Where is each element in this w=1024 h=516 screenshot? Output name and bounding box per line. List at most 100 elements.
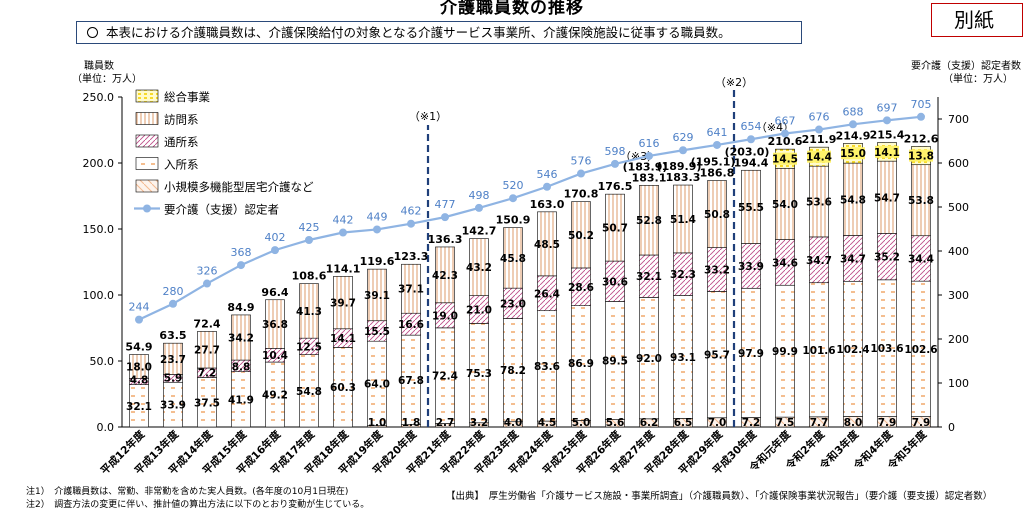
segment-label: 3.2: [470, 417, 489, 429]
total-label: 210.6: [768, 135, 803, 148]
line-point: [645, 151, 653, 160]
bar-segment: [707, 180, 727, 248]
line-point: [883, 116, 891, 125]
total-label: 114.1: [326, 262, 361, 275]
right-tick-label: 300: [948, 289, 969, 302]
bar-segment: [435, 246, 455, 304]
segment-label: 93.1: [670, 352, 696, 364]
line-point-label: 598: [605, 145, 626, 158]
alt-total-label: (189.9): [657, 160, 702, 173]
segment-label: 7.9: [912, 417, 931, 429]
legend-point: [143, 204, 151, 213]
total-label: 63.5: [159, 329, 186, 342]
segment-label: 28.6: [568, 282, 594, 294]
total-label: 123.3: [394, 250, 429, 263]
segment-label: 37.5: [194, 397, 220, 409]
divider-label: （※1）: [409, 110, 447, 123]
left-tick-label: 150.0: [83, 223, 115, 236]
total-label: 215.4: [870, 129, 905, 142]
segment-label: 5.9: [164, 372, 183, 384]
left-axis-label: 職員数 （単位：万人）: [72, 60, 142, 86]
left-axis-label-line1: 職員数: [84, 61, 114, 72]
total-label: 142.7: [462, 225, 497, 238]
segment-label: 8.8: [232, 362, 251, 374]
segment-label: 39.7: [330, 298, 356, 310]
line-point-label: 368: [231, 246, 252, 259]
segment-label: 36.8: [262, 319, 288, 331]
legend-label: 入所系: [164, 158, 199, 172]
segment-label: 32.1: [636, 271, 662, 283]
footnote-1: 注1） 介護職員数は、常勤、非常勤を含めた実人員数。(各年度の10月1日現在): [26, 487, 349, 497]
legend-swatch: [135, 157, 159, 170]
line-point: [475, 203, 483, 212]
legend-label: 通所系: [164, 135, 199, 149]
segment-label: 89.5: [602, 356, 628, 368]
line-point-label: 654: [741, 120, 762, 133]
care-certified-line: [138, 115, 922, 321]
segment-label: 92.0: [636, 353, 662, 365]
line-point-label: 676: [809, 111, 830, 124]
total-label: 150.9: [496, 214, 531, 227]
general-label-bg: [807, 150, 831, 163]
bar-segment: [265, 299, 285, 349]
total-label: 170.8: [564, 188, 599, 201]
bar-segment: [333, 276, 353, 330]
line-point: [407, 219, 415, 228]
right-tick-label: 600: [948, 157, 969, 170]
segment-label: 7.2: [198, 368, 217, 380]
left-tick-label: 100.0: [83, 289, 115, 302]
segment-label: 34.4: [908, 253, 934, 265]
segment-label: 21.0: [466, 305, 492, 317]
left-axis-label-line2: （単位：万人）: [72, 74, 142, 85]
segment-label: 33.2: [704, 265, 730, 277]
total-label: 84.9: [227, 301, 254, 314]
line-point: [169, 299, 177, 308]
segment-label: 1.0: [368, 417, 387, 429]
appendix-label: 別紙: [931, 3, 1023, 37]
segment-label: 33.9: [738, 261, 764, 273]
segment-label: 1.8: [402, 417, 421, 429]
segment-label: 7.0: [708, 417, 727, 429]
segment-label: 67.8: [398, 375, 424, 387]
segment-label: 39.1: [364, 290, 390, 302]
segment-label: 30.6: [602, 276, 628, 288]
segment-label: 41.9: [228, 394, 254, 406]
left-tick-label: 50.0: [90, 355, 115, 368]
segment-label: 86.9: [568, 358, 594, 370]
line-point-label: 449: [367, 210, 388, 223]
segment-label: 50.2: [568, 230, 594, 242]
total-label: 136.3: [428, 233, 463, 246]
segment-label: 48.5: [534, 239, 560, 251]
line-point-label: 244: [129, 301, 150, 314]
segment-label: 51.4: [670, 214, 696, 226]
bar-segment: [401, 263, 421, 314]
bar-segment: [231, 314, 251, 361]
total-label: 108.6: [292, 270, 327, 283]
legend-swatch: [135, 112, 159, 125]
segment-label: 16.6: [398, 319, 424, 331]
line-point-label: 641: [707, 126, 728, 139]
line-point: [271, 246, 279, 255]
segment-label: 54.7: [874, 192, 900, 204]
segment-label: 34.6: [772, 257, 798, 269]
bar-segment: [537, 211, 557, 277]
segment-label: 5.0: [572, 417, 591, 429]
general-label-bg: [875, 145, 899, 158]
segment-label: 14.1: [874, 147, 900, 159]
total-label: 212.6: [904, 133, 939, 146]
bar-segment: [163, 342, 183, 375]
total-label: 186.8: [700, 167, 735, 180]
segment-label: 6.5: [674, 417, 693, 429]
segment-label: 15.0: [840, 148, 866, 160]
line-point: [373, 225, 381, 234]
segment-label: 13.8: [908, 151, 934, 163]
segment-label: 37.1: [398, 284, 424, 296]
segment-label: 42.3: [432, 270, 458, 282]
bar-segment: [129, 354, 149, 379]
segment-label: 64.0: [364, 378, 390, 390]
segment-label: 75.3: [466, 368, 492, 380]
line-point: [203, 279, 211, 288]
segment-label: 78.2: [500, 365, 526, 377]
bar-segment: [469, 238, 489, 296]
total-label: 194.4: [734, 156, 769, 169]
